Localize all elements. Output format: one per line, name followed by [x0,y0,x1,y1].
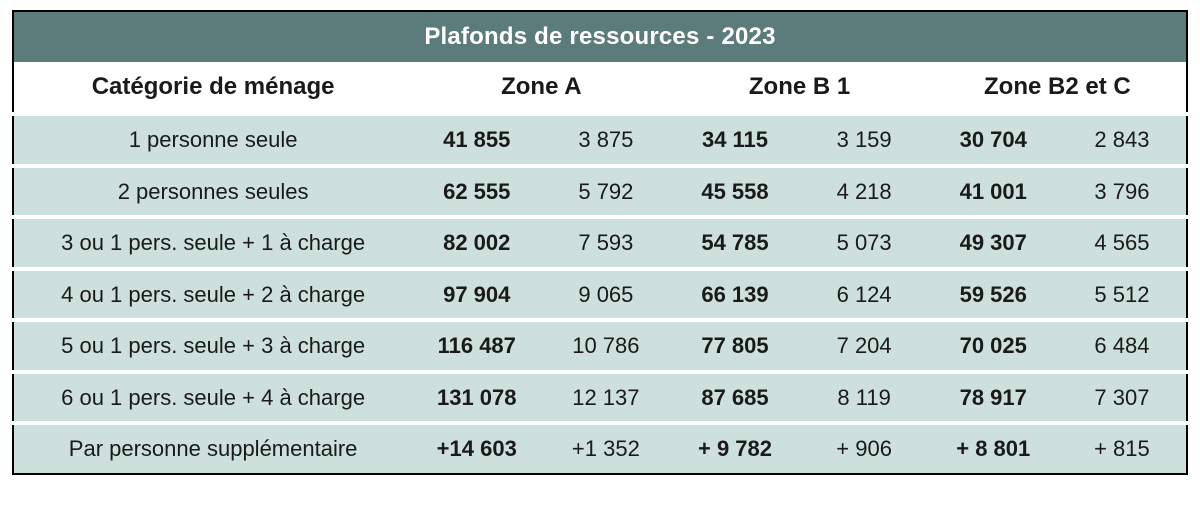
table-row: Par personne supplémentaire+14 603+1 352… [13,423,1187,474]
cell-zone-b1-main: 45 558 [670,166,799,218]
cell-category: 4 ou 1 pers. seule + 2 à charge [13,269,412,321]
cell-zone-a-main: 131 078 [412,372,541,424]
cell-zone-b2c-sub: 5 512 [1058,269,1187,321]
cell-zone-b1-sub: + 906 [800,423,929,474]
cell-zone-a-sub: 9 065 [541,269,670,321]
cell-zone-b1-main: + 9 782 [670,423,799,474]
cell-zone-b2c-main: 59 526 [929,269,1058,321]
cell-zone-a-sub: 10 786 [541,320,670,372]
cell-zone-b2c-main: 78 917 [929,372,1058,424]
resource-ceilings-table-wrap: Plafonds de ressources - 2023 Catégorie … [0,0,1200,485]
col-zone-b1: Zone B 1 [670,62,928,114]
cell-zone-b1-sub: 5 073 [800,217,929,269]
cell-zone-b1-main: 87 685 [670,372,799,424]
table-body: 1 personne seule41 8553 87534 1153 15930… [13,114,1187,474]
cell-zone-b1-sub: 8 119 [800,372,929,424]
cell-zone-b1-sub: 6 124 [800,269,929,321]
cell-zone-b2c-sub: + 815 [1058,423,1187,474]
table-row: 6 ou 1 pers. seule + 4 à charge131 07812… [13,372,1187,424]
cell-zone-b2c-main: 70 025 [929,320,1058,372]
cell-zone-b1-sub: 3 159 [800,114,929,166]
col-zone-b2c: Zone B2 et C [929,62,1187,114]
col-category: Catégorie de ménage [13,62,412,114]
cell-zone-b1-main: 77 805 [670,320,799,372]
cell-zone-b2c-sub: 2 843 [1058,114,1187,166]
cell-zone-a-main: 62 555 [412,166,541,218]
cell-zone-a-main: 41 855 [412,114,541,166]
table-row: 4 ou 1 pers. seule + 2 à charge97 9049 0… [13,269,1187,321]
col-zone-a: Zone A [412,62,670,114]
cell-zone-a-main: +14 603 [412,423,541,474]
cell-zone-a-main: 116 487 [412,320,541,372]
table-title: Plafonds de ressources - 2023 [13,11,1187,62]
table-row: 1 personne seule41 8553 87534 1153 15930… [13,114,1187,166]
cell-zone-a-main: 97 904 [412,269,541,321]
cell-zone-a-sub: 7 593 [541,217,670,269]
table-row: 5 ou 1 pers. seule + 3 à charge116 48710… [13,320,1187,372]
cell-zone-a-sub: +1 352 [541,423,670,474]
table-title-row: Plafonds de ressources - 2023 [13,11,1187,62]
cell-category: 2 personnes seules [13,166,412,218]
table-header-row: Catégorie de ménage Zone A Zone B 1 Zone… [13,62,1187,114]
cell-zone-b2c-main: + 8 801 [929,423,1058,474]
cell-zone-b1-sub: 7 204 [800,320,929,372]
cell-zone-a-sub: 3 875 [541,114,670,166]
table-row: 2 personnes seules62 5555 79245 5584 218… [13,166,1187,218]
cell-zone-b1-main: 54 785 [670,217,799,269]
cell-zone-b1-main: 66 139 [670,269,799,321]
cell-zone-b2c-sub: 7 307 [1058,372,1187,424]
cell-category: 5 ou 1 pers. seule + 3 à charge [13,320,412,372]
cell-category: 6 ou 1 pers. seule + 4 à charge [13,372,412,424]
table-row: 3 ou 1 pers. seule + 1 à charge82 0027 5… [13,217,1187,269]
cell-zone-b2c-sub: 3 796 [1058,166,1187,218]
cell-category: 1 personne seule [13,114,412,166]
cell-zone-a-sub: 5 792 [541,166,670,218]
resource-ceilings-table: Plafonds de ressources - 2023 Catégorie … [12,10,1188,475]
cell-zone-b2c-sub: 4 565 [1058,217,1187,269]
cell-zone-b1-sub: 4 218 [800,166,929,218]
cell-zone-b2c-main: 41 001 [929,166,1058,218]
cell-zone-b2c-main: 30 704 [929,114,1058,166]
cell-category: Par personne supplémentaire [13,423,412,474]
cell-zone-b1-main: 34 115 [670,114,799,166]
cell-category: 3 ou 1 pers. seule + 1 à charge [13,217,412,269]
cell-zone-a-sub: 12 137 [541,372,670,424]
cell-zone-b2c-sub: 6 484 [1058,320,1187,372]
cell-zone-b2c-main: 49 307 [929,217,1058,269]
cell-zone-a-main: 82 002 [412,217,541,269]
